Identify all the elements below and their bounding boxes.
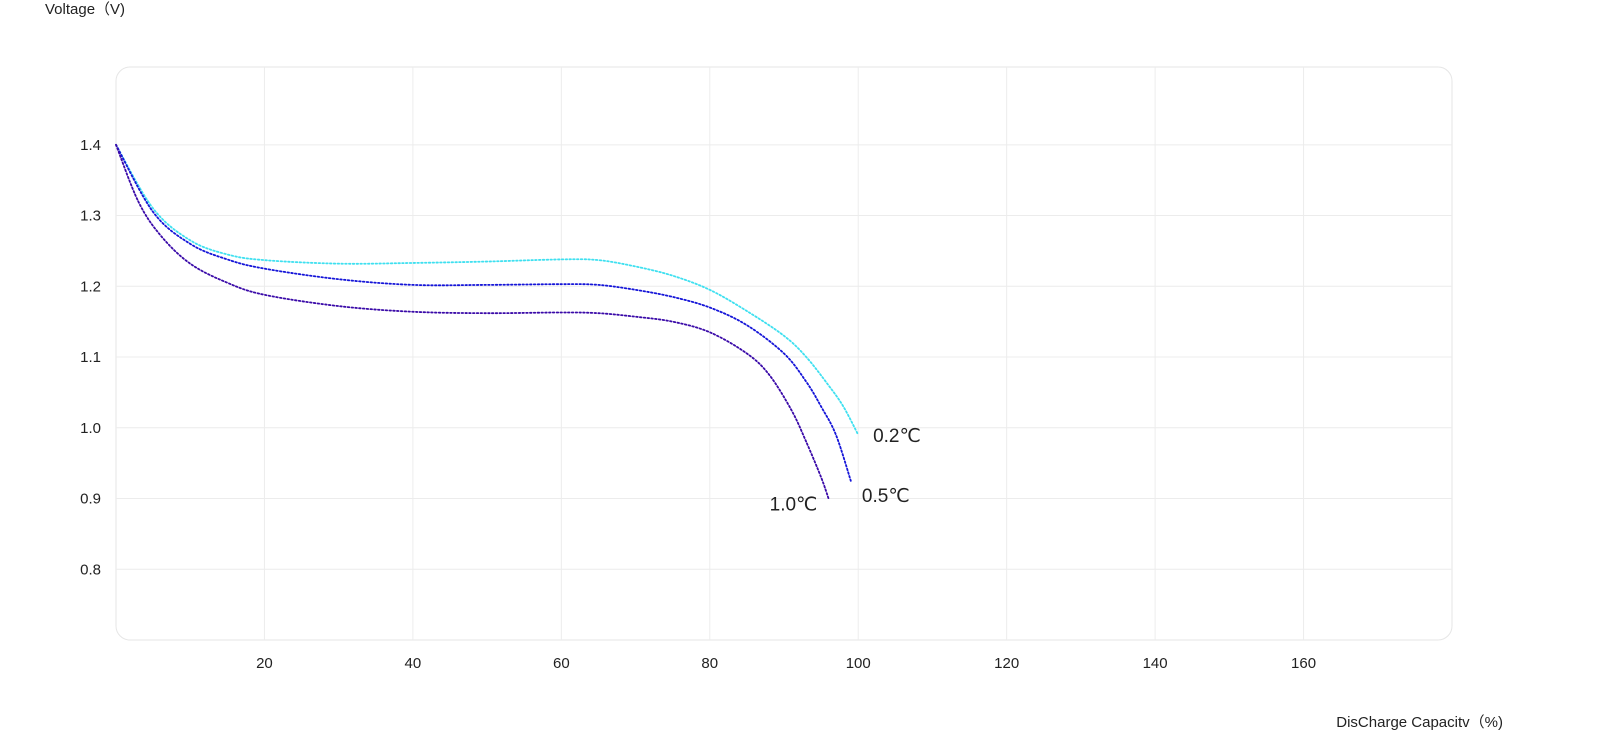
y-tick-label: 0.8 — [80, 561, 101, 578]
x-tick-label: 40 — [405, 655, 422, 672]
grid-lines — [116, 67, 1452, 640]
series-lines — [115, 143, 860, 500]
series-labels: 0.2℃ 0.5℃ 1.0℃ — [770, 426, 921, 516]
y-tick-label: 1.4 — [80, 137, 101, 154]
series-line-2 — [115, 143, 830, 500]
y-tick-label: 1.3 — [80, 208, 101, 225]
y-tick-label: 1.1 — [80, 349, 101, 366]
series-line-1 — [115, 143, 852, 482]
x-axis-ticks: 20 40 60 80 100 120 140 160 — [256, 655, 1316, 672]
y-tick-label: 0.9 — [80, 491, 101, 508]
x-tick-label: 120 — [994, 655, 1019, 672]
x-tick-label: 140 — [1143, 655, 1168, 672]
y-axis-title: Voltage（V) — [45, 1, 125, 18]
series-label: 0.5℃ — [862, 486, 910, 507]
x-tick-label: 100 — [846, 655, 871, 672]
series-line-0 — [115, 143, 860, 436]
y-axis-ticks: 0.8 0.9 1.0 1.1 1.2 1.3 1.4 — [80, 137, 101, 578]
x-tick-label: 80 — [701, 655, 718, 672]
x-tick-label: 160 — [1291, 655, 1316, 672]
x-tick-label: 20 — [256, 655, 273, 672]
y-tick-label: 1.2 — [80, 278, 101, 295]
x-tick-label: 60 — [553, 655, 570, 672]
y-tick-label: 1.0 — [80, 420, 101, 437]
series-label: 0.2℃ — [873, 426, 921, 447]
x-axis-title: DisCharge Capacitv（%) — [1336, 714, 1503, 731]
series-label: 1.0℃ — [770, 494, 818, 515]
